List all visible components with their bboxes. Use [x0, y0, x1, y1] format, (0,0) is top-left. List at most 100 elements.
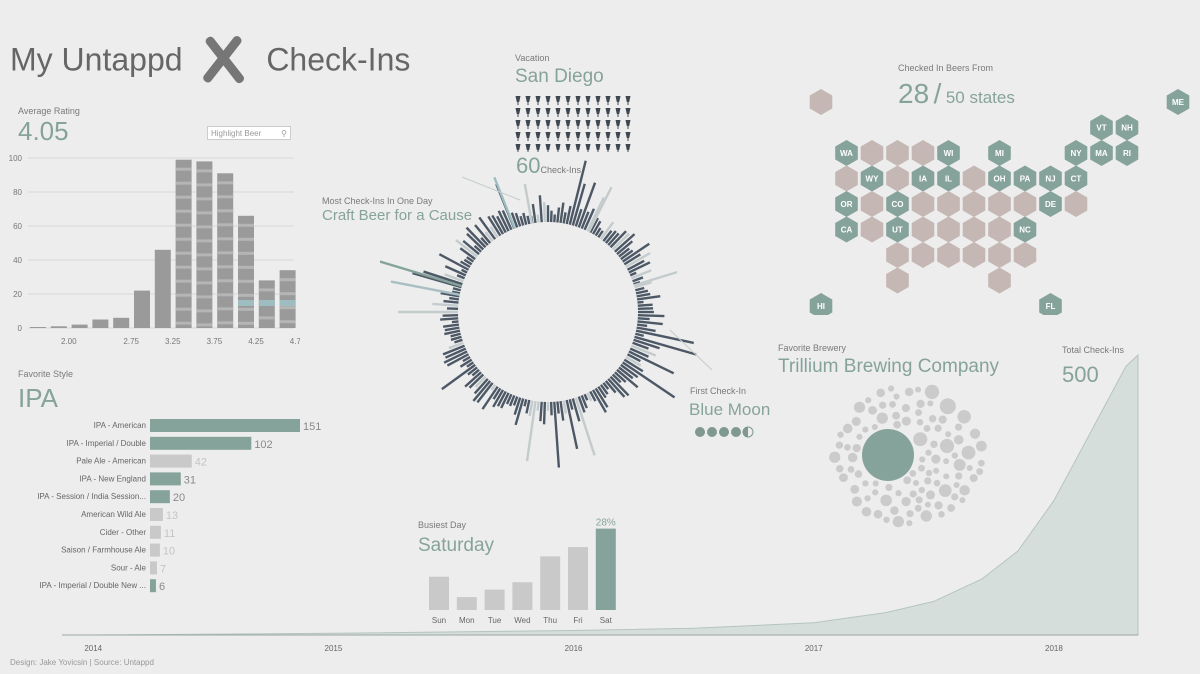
brewery-bubble	[925, 449, 932, 456]
rating-bar	[175, 159, 192, 328]
total-value: 500	[1062, 362, 1099, 387]
brewery-bubble	[923, 424, 931, 432]
radial-spoke	[463, 258, 473, 266]
brewery-bubble	[862, 426, 869, 433]
area-x-tick: 2016	[565, 644, 583, 653]
radial-spoke	[466, 256, 475, 263]
rating-bar-stripe	[217, 265, 234, 269]
radial-spoke	[618, 366, 634, 380]
state-hex-label: PA	[1020, 175, 1031, 184]
brewery-bubble	[934, 424, 942, 432]
state-hex-label: NY	[1070, 149, 1082, 158]
radial-spoke	[599, 221, 615, 240]
radial-spoke	[497, 210, 510, 232]
rating-bar-highlight	[279, 300, 296, 306]
radial-spoke	[455, 239, 478, 258]
bottles-logo-icon	[193, 30, 255, 94]
brewery-bubble	[829, 451, 841, 463]
state-hex-label: NJ	[1045, 175, 1055, 184]
vacation-glass-icon	[555, 144, 561, 152]
radial-spoke	[636, 295, 661, 301]
state-hex-label: CO	[892, 200, 904, 209]
rating-dot-full	[695, 427, 705, 437]
footer-credit: Design: Jake Yovicsin | Source: Untappd	[10, 658, 154, 667]
brewery-bubble	[871, 423, 878, 431]
state-hex-visited	[1090, 140, 1113, 166]
style-category-label: Pale Ale - American	[76, 457, 146, 466]
radial-spoke	[594, 387, 609, 408]
brewery-bubble	[895, 489, 902, 497]
style-bar	[150, 579, 156, 593]
radial-spoke	[565, 205, 572, 225]
rating-dot-full	[719, 427, 729, 437]
state-hex-visited	[886, 191, 909, 217]
radial-spoke	[443, 299, 459, 304]
radial-spoke-highlight	[523, 183, 534, 224]
radial-spoke	[565, 399, 579, 450]
total-checkins-area	[93, 353, 1139, 636]
radial-spoke	[580, 211, 590, 230]
radial-spoke	[442, 313, 459, 317]
radial-spoke	[440, 291, 460, 298]
style-value-label: 13	[166, 510, 178, 522]
brewery-bubble	[915, 496, 923, 504]
rating-bar-stripe	[238, 223, 254, 227]
rating-bar-stripe	[196, 239, 213, 243]
rating-bar-stripe	[175, 307, 192, 311]
rating-bar-stripe	[196, 197, 213, 201]
radial-spoke	[496, 215, 507, 234]
rating-y-tick: 20	[13, 290, 22, 299]
radial-spoke	[451, 290, 461, 295]
radial-spoke	[633, 338, 660, 350]
style-value-label: 10	[163, 546, 175, 558]
rating-x-tick: 3.75	[207, 337, 223, 346]
brewery-bubble	[885, 483, 893, 491]
radial-spoke	[586, 392, 593, 402]
brewery-bubble	[873, 509, 883, 519]
radial-spoke	[635, 332, 645, 338]
highlight-beer-search[interactable]: ⚲ Highlight Beer	[207, 126, 291, 140]
radial-spoke	[591, 389, 607, 413]
vacation-glass-icon	[615, 120, 621, 129]
brewery-bubble	[951, 493, 959, 501]
radial-spoke	[594, 227, 602, 237]
rating-bar-stripe	[217, 223, 234, 227]
vacation-glass-icon	[585, 108, 591, 117]
vacation-glass-icon	[515, 96, 521, 105]
vacation-glass-icon	[575, 96, 581, 105]
rating-bar-stripe	[196, 253, 213, 257]
brewery-bubble	[906, 510, 914, 518]
radial-spoke	[441, 363, 476, 391]
rating-bar-stripe	[196, 309, 213, 313]
rating-bar-stripe	[196, 323, 213, 327]
rating-bar	[196, 161, 213, 328]
rating-bar-stripe	[217, 209, 234, 213]
radial-spoke	[512, 396, 519, 406]
brewery-bubble	[865, 397, 872, 404]
brewery-bubble	[906, 520, 913, 527]
brewery-bubble	[913, 432, 928, 447]
vacation-glass-icon	[525, 120, 531, 129]
rating-label: Average Rating	[18, 106, 80, 116]
state-hex	[911, 191, 935, 217]
rating-x-tick: 4.75	[290, 337, 300, 346]
first-checkin-value: Blue Moon	[689, 400, 771, 419]
rating-bar-stripe	[217, 181, 234, 185]
radial-spoke	[442, 344, 466, 356]
state-hex-label: NC	[1019, 226, 1031, 235]
state-hex-visited	[1090, 114, 1113, 141]
rating-bar-stripe	[258, 288, 275, 292]
area-x-tick: 2015	[325, 644, 343, 653]
state-hex-visited	[1013, 165, 1037, 192]
radial-spoke	[456, 274, 466, 280]
radial-spoke	[462, 239, 480, 256]
rating-value: 4.05	[18, 116, 69, 146]
brewery-bubble	[943, 473, 950, 480]
radial-spoke	[438, 253, 470, 271]
style-category-label: IPA - Session / India Session...	[37, 492, 146, 501]
brewery-bubble	[928, 414, 937, 423]
vacation-glass-icon	[625, 120, 631, 129]
state-hex-visited	[911, 165, 935, 192]
radial-spoke	[432, 302, 459, 307]
brewery-bubble	[878, 401, 887, 409]
